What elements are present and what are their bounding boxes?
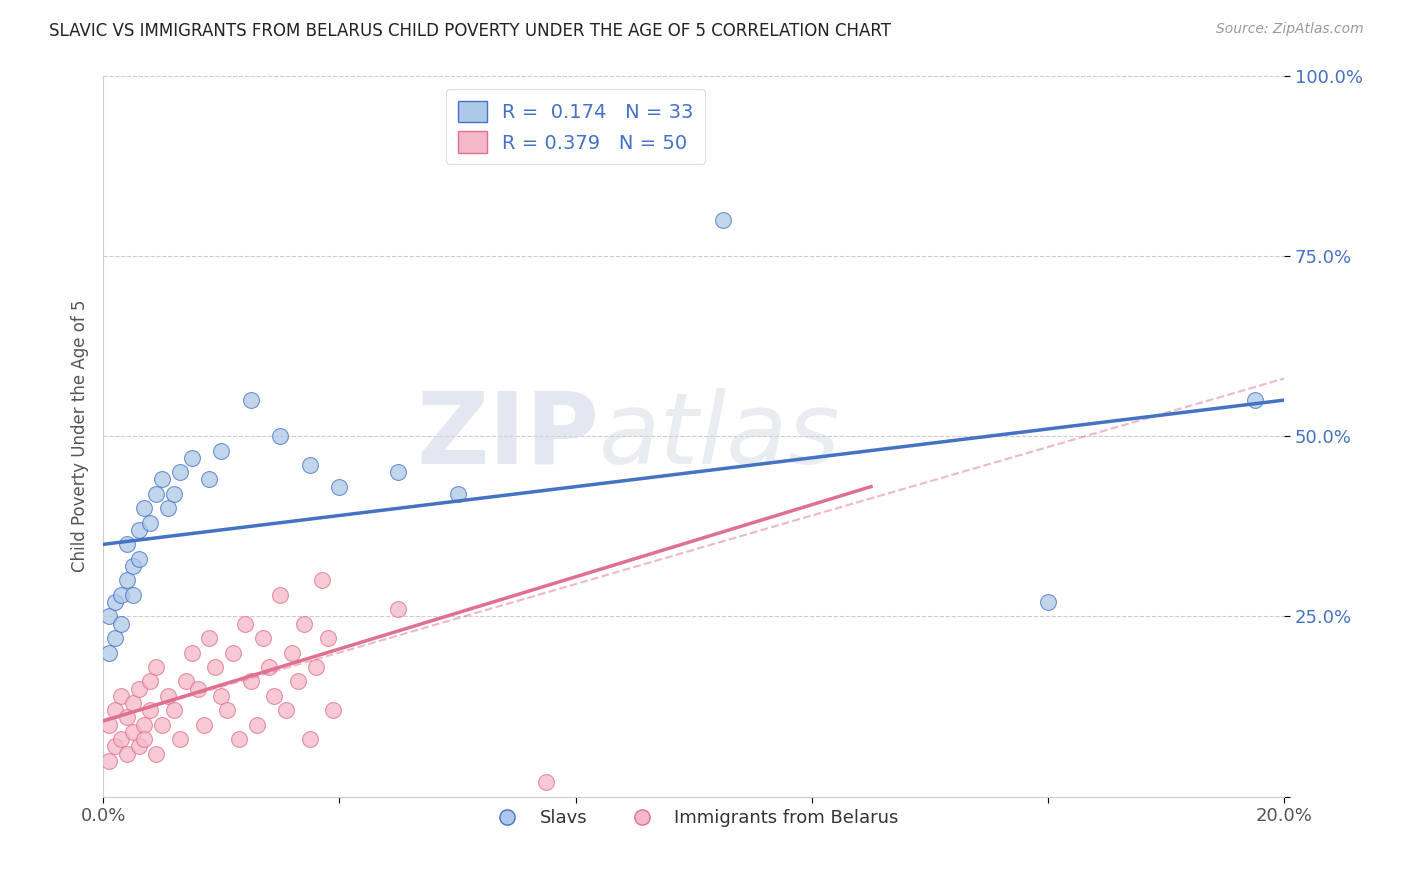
Point [311,574,333,588]
Point [446,487,468,501]
Point [121,696,143,710]
Point [115,574,138,588]
Point [104,703,127,717]
Point [233,616,256,631]
Point [104,595,127,609]
Point [193,717,215,731]
Point [174,674,197,689]
Point [228,732,250,747]
Point [269,588,291,602]
Point [145,487,167,501]
Point [98,609,121,624]
Text: atlas: atlas [599,388,841,484]
Point [682,104,704,119]
Point [150,717,173,731]
Point [246,717,269,731]
Point [121,588,143,602]
Point [1038,595,1060,609]
Point [128,739,150,754]
Y-axis label: Child Poverty Under the Age of 5: Child Poverty Under the Age of 5 [72,300,89,573]
Point [145,660,167,674]
Point [139,674,162,689]
Point [198,472,221,486]
Point [292,616,315,631]
Point [305,660,328,674]
Point [134,732,156,747]
Point [128,523,150,537]
Point [121,724,143,739]
Point [209,689,232,703]
Point [98,646,121,660]
Point [128,551,150,566]
Point [134,501,156,516]
Point [298,732,321,747]
Point [623,104,645,119]
Point [322,703,344,717]
Point [150,472,173,486]
Point [169,732,191,747]
Point [180,646,202,660]
Point [263,689,285,703]
Point [209,443,232,458]
Point [104,739,127,754]
Point [163,703,186,717]
Point [287,674,309,689]
Point [110,732,132,747]
Point [281,646,304,660]
Point [198,631,221,645]
Point [387,465,409,479]
Point [204,660,226,674]
Point [711,212,734,227]
Point [110,689,132,703]
Text: ZIP: ZIP [416,388,599,484]
Point [163,487,186,501]
Point [298,458,321,472]
Point [110,588,132,602]
Point [169,465,191,479]
Point [121,559,143,574]
Point [115,747,138,761]
Point [110,616,132,631]
Point [239,674,262,689]
Point [139,516,162,530]
Text: SLAVIC VS IMMIGRANTS FROM BELARUS CHILD POVERTY UNDER THE AGE OF 5 CORRELATION C: SLAVIC VS IMMIGRANTS FROM BELARUS CHILD … [49,22,891,40]
Point [222,646,245,660]
Point [180,450,202,465]
Point [115,537,138,551]
Point [157,501,180,516]
Point [128,681,150,696]
Point [328,480,350,494]
Point [139,703,162,717]
Point [104,631,127,645]
Point [257,660,280,674]
Point [252,631,274,645]
Point [239,393,262,408]
Point [534,775,557,789]
Point [269,429,291,443]
Point [1244,393,1267,408]
Point [187,681,209,696]
Point [276,703,298,717]
Point [115,710,138,724]
Point [387,602,409,616]
Point [157,689,180,703]
Legend: Slavs, Immigrants from Belarus: Slavs, Immigrants from Belarus [482,802,905,835]
Point [98,717,121,731]
Point [134,717,156,731]
Point [217,703,239,717]
Text: Source: ZipAtlas.com: Source: ZipAtlas.com [1216,22,1364,37]
Point [98,754,121,768]
Point [145,747,167,761]
Point [316,631,339,645]
